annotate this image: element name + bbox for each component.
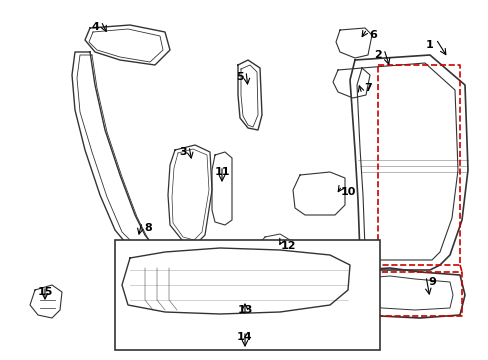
Text: 5: 5: [236, 72, 244, 82]
Text: 4: 4: [91, 22, 99, 32]
Text: 6: 6: [368, 30, 376, 40]
Text: 14: 14: [237, 332, 252, 342]
Text: 7: 7: [364, 83, 371, 93]
Text: 11: 11: [214, 167, 229, 177]
Text: 2: 2: [373, 50, 381, 60]
Text: 9: 9: [427, 277, 435, 287]
Text: 3: 3: [179, 147, 186, 157]
Text: 8: 8: [144, 223, 152, 233]
Text: 10: 10: [340, 187, 355, 197]
Text: 12: 12: [280, 241, 295, 251]
Text: 1: 1: [425, 40, 433, 50]
Bar: [115, 240, 379, 350]
Text: 13: 13: [237, 305, 252, 315]
Text: 15: 15: [37, 287, 53, 297]
